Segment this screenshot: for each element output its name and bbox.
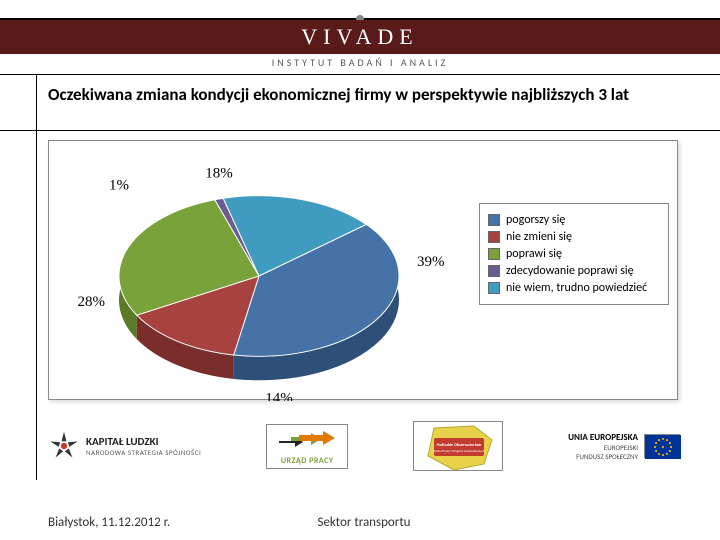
logo-eu-line2: EUROPEJSKI [568,443,638,452]
legend-item: nie wiem, trudno powiedzieć [488,281,660,295]
svg-text:Podlaskie Obserwatorium: Podlaskie Obserwatorium [437,443,482,448]
logo-eu: UNIA EUROPEJSKA EUROPEJSKI FUNDUSZ SPOŁE… [568,432,680,461]
pie-slice-label: 14% [265,390,293,401]
arrows-icon [277,429,337,451]
pie-slice-label: 39% [417,254,445,270]
legend-swatch [488,231,500,243]
logo-urzad-pracy: URZĄD PRACY [266,424,348,469]
logo-kapital-line2: NARODOWA STRATEGIA SPÓJNOŚCI [86,448,201,457]
eu-flag-icon [644,434,680,458]
legend-swatch [488,214,500,226]
legend-swatch [488,282,500,294]
region-map-icon: Podlaskie Obserwatorium Rynku Pracy i Pr… [414,422,504,472]
legend-label: poprawi się [506,247,562,261]
logo-eu-line3: FUNDUSZ SPOŁECZNY [568,452,638,461]
brand-underline [0,74,720,75]
legend-item: zdecydowanie poprawi się [488,264,660,278]
pie-slice-label: 18% [205,166,233,182]
logo-urzad-label: URZĄD PRACY [277,456,337,466]
legend-item: pogorszy się [488,213,660,227]
title-underline [0,130,720,131]
svg-text:Rynku Pracy i Prognoz Gospodar: Rynku Pracy i Prognoz Gospodarczych [433,449,485,453]
pie-slice-label: 1% [109,178,129,194]
chart-frame: 39% 14% 28% 1% 18% pogorszy się nie zmieni si… [48,140,678,400]
legend-item: nie zmieni się [488,230,660,244]
sponsor-logos-row: KAPITAŁ LUDZKI NARODOWA STRATEGIA SPÓJNO… [48,416,680,476]
legend-item: poprawi się [488,247,660,261]
footer-center: Sektor transportu [317,515,410,530]
brand-subtitle: INSTYTUT BADAŃ I ANALIZ [0,56,720,69]
logo-kapital-line1: KAPITAŁ LUDZKI [86,435,201,448]
legend-label: nie zmieni się [506,230,572,244]
brand-logo: VIVADE [301,24,418,50]
pie-slice-label: 28% [78,294,106,310]
left-rule [36,74,37,480]
footer: Białystok, 11.12.2012 r. Sektor transpor… [48,515,680,530]
logo-kapital-ludzki: KAPITAŁ LUDZKI NARODOWA STRATEGIA SPÓJNO… [48,430,201,462]
footer-left: Białystok, 11.12.2012 r. [48,515,170,530]
human-star-icon [48,430,80,462]
pie-chart: 39% 14% 28% 1% 18% [49,141,469,401]
brand-band: VIVADE [0,20,720,54]
legend-swatch [488,265,500,277]
logo-eu-line1: UNIA EUROPEJSKA [568,432,638,443]
logo-obserwatorium: Podlaskie Obserwatorium Rynku Pracy i Pr… [413,421,503,471]
legend-label: zdecydowanie poprawi się [506,264,634,278]
legend-swatch [488,248,500,260]
legend-label: pogorszy się [506,213,565,227]
chart-legend: pogorszy się nie zmieni się poprawi się zde… [479,203,669,305]
legend-label: nie wiem, trudno powiedzieć [506,281,647,295]
slide-title: Oczekiwana zmiana kondycji ekonomicznej … [48,84,680,105]
